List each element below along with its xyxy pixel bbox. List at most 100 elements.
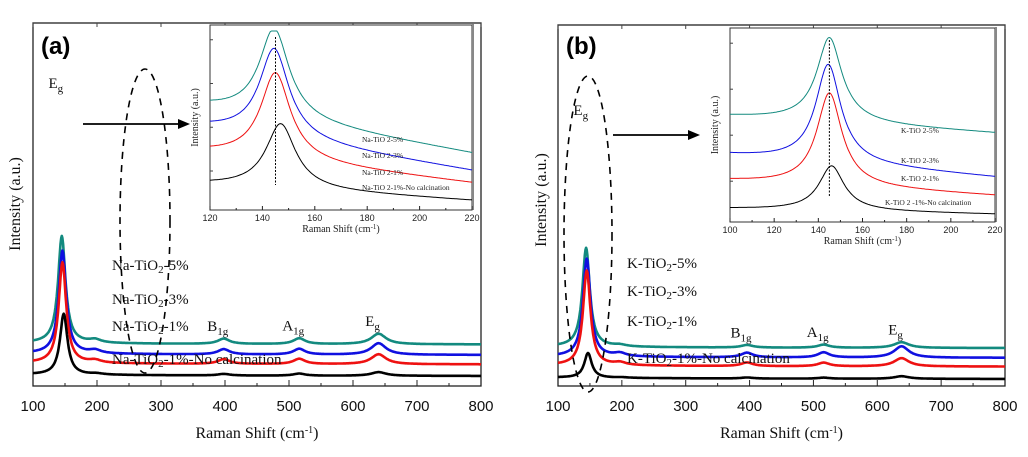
x-tick-label: 800 [992, 398, 1017, 415]
highlight-ellipse [563, 75, 613, 393]
x-axis-title-part: -1 [305, 425, 313, 436]
inset-x-tick-label: 180 [360, 213, 375, 223]
inset-series-label: K-TiO 2-3% [901, 156, 939, 165]
series-line [557, 269, 1006, 368]
x-tick-label: 500 [801, 398, 826, 415]
x-tick-label: 600 [865, 398, 890, 415]
inset-series-label: K-TiO 2-5% [901, 126, 939, 135]
inset-series-line [210, 47, 473, 171]
inset-x-tick-label: 140 [811, 225, 826, 235]
inset-x-axis-title-part: ) [376, 224, 379, 235]
inset-y-axis-title: Intensity (a.u.) [710, 96, 721, 155]
x-axis-title-part: ) [838, 425, 843, 442]
x-tick-label: 400 [737, 398, 762, 415]
arrow-head-icon [178, 119, 190, 129]
x-tick-label: 300 [148, 398, 173, 415]
inset-plot: 100 120 140 160 180 200 220 Raman Shift (cm-1) I… [710, 27, 1003, 247]
series-label-part: 2 [666, 290, 672, 302]
series-label-part: 2 [666, 357, 672, 369]
inset-series-label: Na-TiO 2-3% [362, 151, 403, 160]
inset-x-axis-title-part: Raman Shift (cm [824, 236, 893, 247]
inset-x-axis-title-part: ) [898, 236, 901, 247]
x-axis-title: Raman Shift (cm-1) [196, 425, 319, 442]
inset-series-line [210, 30, 473, 153]
peak-label: Eg [573, 103, 588, 122]
inset-x-tick-label: 120 [767, 225, 782, 235]
series-line [32, 234, 482, 346]
inset-frame [209, 24, 473, 211]
x-tick-label: 700 [404, 398, 429, 415]
x-tick-label: 200 [609, 398, 634, 415]
series-label-part: K-TiO [627, 314, 667, 330]
x-tick-label: 400 [212, 398, 237, 415]
highlight-ellipse [119, 68, 171, 374]
inset-series-label: Na-TiO 2-1%-No calcination [362, 183, 450, 192]
series-label-part: 2 [158, 358, 164, 370]
peak-label-part: E [573, 103, 582, 119]
inset-y-axis-title: Intensity (a.u.) [190, 88, 201, 147]
series-line [557, 257, 1006, 359]
series-label: K-TiO2-1%-No calcination [627, 351, 790, 369]
peak-label: Eg [48, 76, 63, 95]
y-axis-title: Intensity (a.u.) [533, 153, 550, 247]
x-axis-title: Raman Shift (cm-1) [720, 425, 843, 442]
peak-label-part: A [282, 319, 293, 335]
series-line [557, 246, 1006, 350]
inset-x-tick-label: 200 [412, 213, 427, 223]
series-label: Na-TiO2-1%-No calcination [112, 352, 282, 370]
inset-x-tick-label: 180 [899, 225, 914, 235]
series-label-part: 2 [666, 320, 672, 332]
inset-x-tick-label: 140 [255, 213, 270, 223]
series-label-part: K-TiO [627, 256, 667, 272]
series-label: Na-TiO2-1% [112, 319, 189, 337]
series-label-part: -3% [672, 284, 697, 300]
x-axis-title-part: ) [313, 425, 318, 442]
series-line [32, 260, 482, 366]
series-label-part: K-TiO [627, 284, 667, 300]
series-label: K-TiO2-3% [627, 284, 697, 302]
peak-label-part: 1g [293, 326, 305, 338]
peak-label-part: g [374, 321, 380, 333]
series-label-part: -5% [672, 256, 697, 272]
series-label-part: 2 [158, 298, 164, 310]
peak-label-part: E [888, 322, 897, 338]
series-line [32, 312, 482, 378]
series-label: K-TiO2-5% [627, 256, 697, 274]
series-label-part: -3% [164, 292, 189, 308]
inset-plot: 120 140 160 180 200 220 Raman Shift (cm-1) Inte… [190, 24, 480, 235]
series-label: Na-TiO2-5% [112, 258, 189, 276]
x-axis-title-part: -1 [829, 425, 837, 436]
peak-label-part: 1g [818, 332, 830, 344]
series-line [32, 249, 482, 357]
x-axis-title-part: Raman Shift (cm [196, 425, 306, 442]
peak-label: Eg [888, 322, 903, 341]
panel-label: (a) [41, 33, 70, 60]
inset-series-label: Na-TiO 2-5% [362, 135, 403, 144]
x-tick-label: 300 [673, 398, 698, 415]
series-label-part: 2 [158, 325, 164, 337]
inset-series-label: K-TiO 2-1% [901, 174, 939, 183]
inset-series-line [730, 92, 996, 196]
peak-label-part: B [731, 325, 741, 341]
arrow-head-icon [688, 130, 700, 140]
peak-label-part: E [48, 76, 57, 92]
x-tick-label: 100 [20, 398, 45, 415]
inset-x-axis-title-part: Raman Shift (cm [302, 224, 371, 235]
peak-label: B1g [207, 319, 229, 338]
peak-label: A1g [282, 319, 304, 338]
inset-x-tick-label: 160 [307, 213, 322, 223]
inset-series-line [209, 72, 473, 183]
series-line [557, 351, 1006, 381]
inset-series-label: Na-TiO 2-1% [362, 168, 403, 177]
peak-label: B1g [731, 325, 753, 344]
peak-label-part: A [807, 325, 818, 341]
series-label: K-TiO2-1% [627, 314, 697, 332]
inset-frame [729, 27, 996, 223]
x-axis-title-part: Raman Shift (cm [720, 425, 830, 442]
inset-x-tick-label: 200 [943, 225, 958, 235]
x-tick-label: 800 [468, 398, 493, 415]
inset-x-axis-title: Raman Shift (cm-1) [824, 235, 902, 247]
series-label-part: -1%-No calcination [672, 351, 790, 367]
